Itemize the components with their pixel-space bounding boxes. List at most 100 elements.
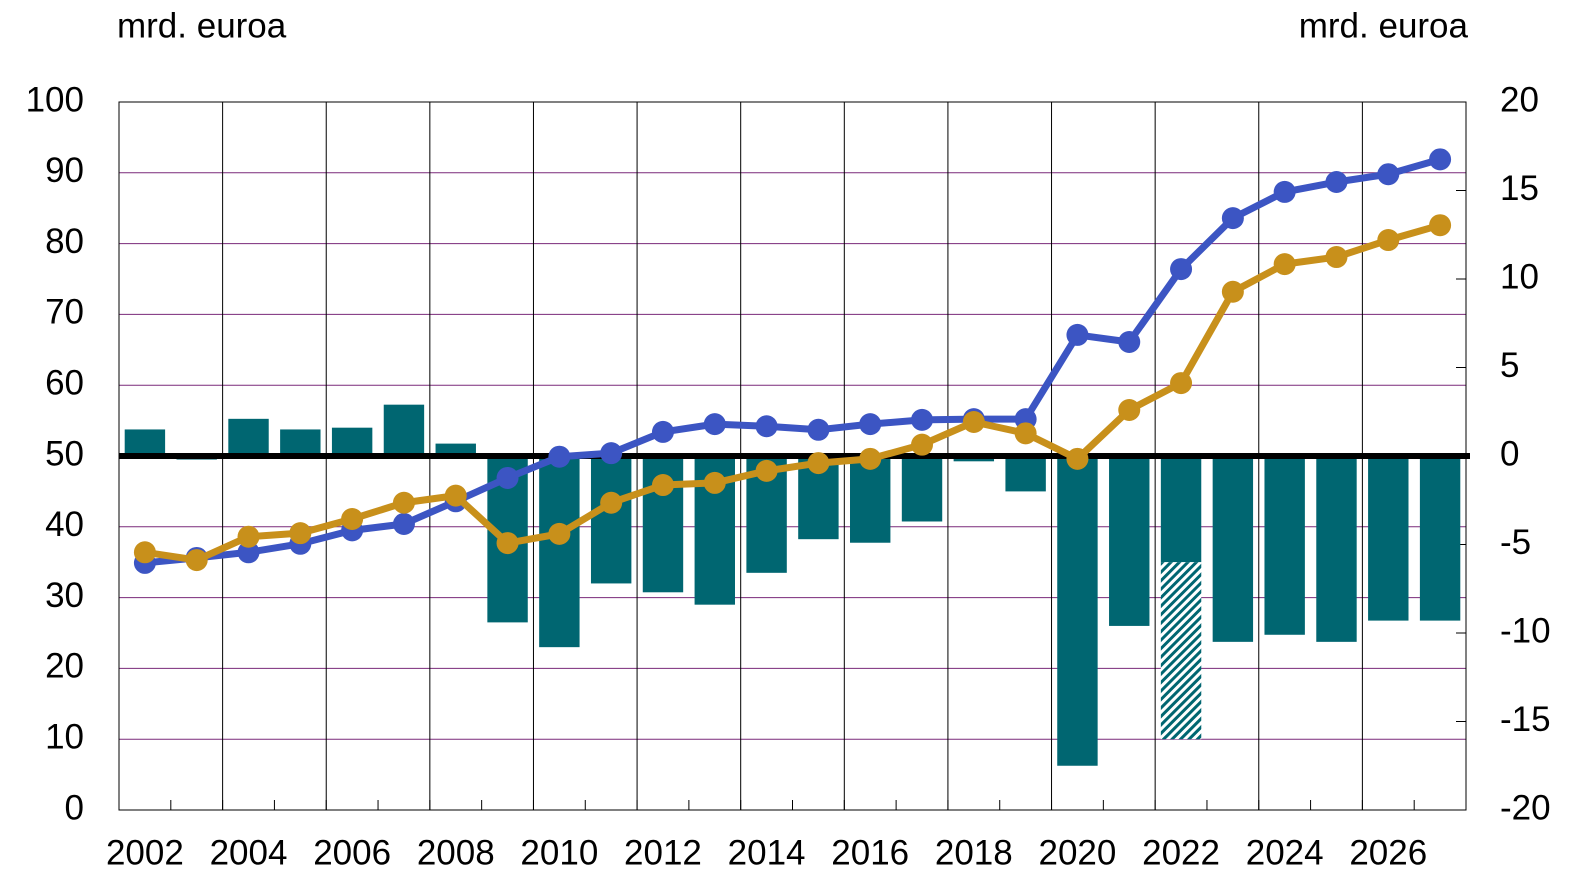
y2-tick-label: -10	[1500, 611, 1551, 650]
x-tick-label: 2008	[417, 833, 495, 872]
point	[496, 532, 519, 555]
point	[496, 466, 519, 489]
bar	[1368, 456, 1409, 621]
point	[807, 418, 830, 441]
point	[1273, 180, 1296, 203]
bar	[280, 429, 321, 456]
point	[341, 508, 364, 531]
y-tick-label: 10	[45, 717, 84, 756]
point	[1221, 280, 1244, 303]
bar	[1264, 456, 1305, 635]
y2-axis-label: mrd. euroa	[1299, 6, 1469, 45]
point	[1377, 229, 1400, 252]
point	[600, 491, 623, 514]
x-tick-label: 2018	[935, 833, 1013, 872]
point	[1170, 372, 1193, 395]
bar	[1160, 562, 1202, 740]
bar	[228, 418, 269, 456]
point	[1014, 422, 1037, 445]
x-tick-label: 2004	[210, 833, 288, 872]
bar	[850, 456, 891, 543]
x-tick-label: 2022	[1142, 833, 1220, 872]
point	[600, 442, 623, 465]
bar	[1316, 456, 1357, 642]
point	[392, 512, 415, 535]
x-tick-label: 2026	[1349, 833, 1427, 872]
point	[859, 413, 882, 436]
y2-tick-label: -20	[1500, 788, 1551, 827]
y2-tick-label: 20	[1500, 80, 1539, 119]
point	[392, 491, 415, 514]
y-tick-label: 80	[45, 222, 84, 261]
y-tick-label: 90	[45, 151, 84, 190]
y-tick-label: 40	[45, 505, 84, 544]
point	[1170, 258, 1193, 281]
point	[911, 408, 934, 431]
point	[962, 411, 985, 434]
point	[237, 525, 260, 548]
point	[703, 413, 726, 436]
y-tick-label: 0	[65, 788, 84, 827]
y2-tick-label: 0	[1500, 434, 1519, 473]
y-axis-label: mrd. euroa	[117, 6, 287, 45]
bar	[331, 427, 373, 456]
x-tick-label: 2006	[313, 833, 391, 872]
point	[1066, 447, 1089, 470]
bar	[590, 456, 632, 584]
point	[1429, 214, 1452, 237]
point	[651, 420, 674, 443]
bar	[901, 456, 943, 522]
y2-tick-label: 10	[1500, 257, 1539, 296]
x-tick-label: 2010	[520, 833, 598, 872]
point	[703, 471, 726, 494]
point	[859, 447, 882, 470]
point	[1118, 331, 1141, 354]
point	[755, 415, 778, 438]
y-tick-label: 20	[45, 647, 84, 686]
x-tick-label: 2014	[728, 833, 806, 872]
point	[1273, 253, 1296, 276]
point	[237, 541, 260, 564]
point	[651, 474, 674, 497]
bar	[1109, 456, 1150, 626]
bar	[124, 429, 166, 456]
point	[1325, 246, 1348, 269]
y-tick-label: 30	[45, 576, 84, 615]
bar	[539, 456, 580, 648]
point	[807, 452, 830, 475]
point	[289, 522, 312, 545]
bar	[1057, 456, 1098, 766]
point	[1221, 207, 1244, 230]
x-tick-label: 2016	[831, 833, 909, 872]
point	[1325, 171, 1348, 194]
bar	[1160, 456, 1202, 563]
x-tick-label: 2012	[624, 833, 702, 872]
x-tick-label: 2002	[106, 833, 184, 872]
y-tick-label: 50	[45, 434, 84, 473]
x-tick-label: 2020	[1039, 833, 1117, 872]
x-tick-label: 2024	[1246, 833, 1324, 872]
y2-tick-label: 5	[1500, 346, 1519, 385]
point	[1118, 398, 1141, 421]
y-tick-label: 70	[45, 293, 84, 332]
bar	[383, 404, 425, 456]
bar	[435, 443, 476, 456]
bar	[1005, 456, 1046, 492]
bar	[1212, 456, 1254, 642]
point	[755, 459, 778, 482]
y2-tick-label: -5	[1500, 523, 1531, 562]
y-tick-label: 60	[45, 363, 84, 402]
y2-tick-label: 15	[1500, 169, 1539, 208]
point	[1066, 323, 1089, 346]
point	[1377, 163, 1400, 186]
y-tick-label: 100	[26, 80, 84, 119]
point	[548, 445, 571, 468]
point	[133, 541, 156, 564]
point	[444, 484, 467, 507]
y2-tick-label: -15	[1500, 700, 1551, 739]
point	[185, 549, 208, 572]
point	[1429, 148, 1452, 171]
bar	[1419, 456, 1461, 621]
point	[911, 433, 934, 456]
